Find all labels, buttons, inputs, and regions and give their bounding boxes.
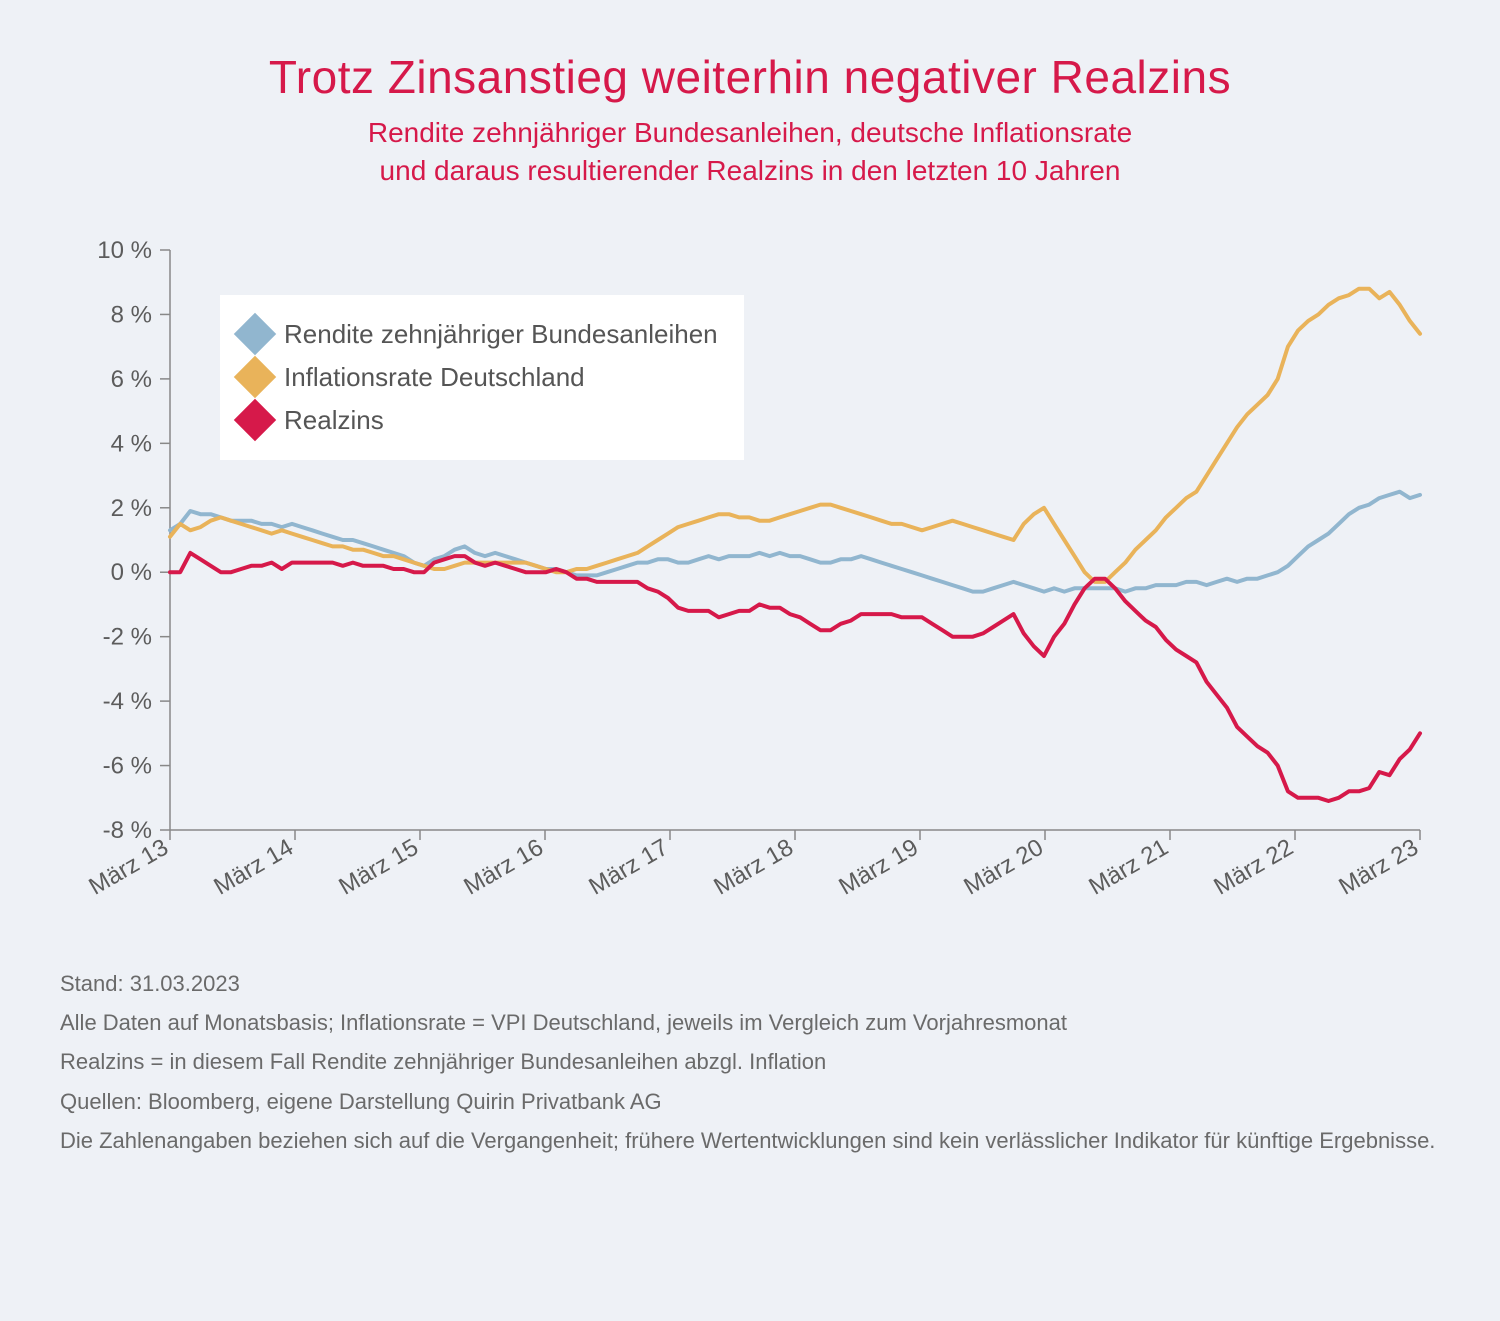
- legend-marker-icon: [234, 356, 276, 398]
- chart-legend: Rendite zehnjähriger Bundesanleihen Infla…: [220, 295, 744, 460]
- x-tick-label: März 14: [209, 833, 298, 900]
- subtitle-line-2: und daraus resultierender Realzins in de…: [380, 155, 1121, 186]
- x-tick-label: März 21: [1084, 833, 1173, 900]
- footnote-line: Die Zahlenangaben beziehen sich auf die …: [60, 1122, 1440, 1159]
- page-title: Trotz Zinsanstieg weiterhin negativer Re…: [60, 50, 1440, 104]
- series-line: [170, 491, 1420, 591]
- y-tick-label: -4 %: [103, 688, 152, 715]
- footnote-line: Quellen: Bloomberg, eigene Darstellung Q…: [60, 1083, 1440, 1120]
- x-tick-label: März 17: [584, 833, 673, 900]
- x-tick-label: März 19: [834, 833, 923, 900]
- x-tick-label: März 15: [334, 833, 423, 900]
- legend-label: Realzins: [284, 405, 384, 436]
- y-tick-label: -6 %: [103, 752, 152, 779]
- legend-item: Realzins: [240, 399, 718, 442]
- footnote-line: Alle Daten auf Monatsbasis; Inflationsra…: [60, 1004, 1440, 1041]
- legend-item: Rendite zehnjähriger Bundesanleihen: [240, 313, 718, 356]
- x-tick-label: März 18: [709, 833, 798, 900]
- y-tick-label: 10 %: [97, 237, 152, 264]
- y-tick-label: 0 %: [111, 559, 152, 586]
- chart-container: -8 % -6 % -4 % -2 % 0 % 2 % 4 % 6 % 8 % 10 % März …: [60, 230, 1440, 930]
- legend-label: Inflationsrate Deutschland: [284, 362, 585, 393]
- series-line: [170, 552, 1420, 800]
- y-tick-label: -2 %: [103, 623, 152, 650]
- footnote-line: Stand: 31.03.2023: [60, 965, 1440, 1002]
- y-tick-label: 6 %: [111, 365, 152, 392]
- y-tick-label: -8 %: [103, 817, 152, 844]
- x-tick-label: März 22: [1209, 833, 1298, 900]
- y-tick-label: 8 %: [111, 301, 152, 328]
- y-tick-label: 4 %: [111, 430, 152, 457]
- legend-marker-icon: [234, 399, 276, 441]
- x-tick-label: März 16: [459, 833, 548, 900]
- x-tick-label: März 20: [959, 833, 1048, 900]
- footnote-line: Realzins = in diesem Fall Rendite zehnjä…: [60, 1043, 1440, 1080]
- x-tick-label: März 23: [1334, 833, 1423, 900]
- y-tick-label: 2 %: [111, 494, 152, 521]
- legend-item: Inflationsrate Deutschland: [240, 356, 718, 399]
- legend-label: Rendite zehnjähriger Bundesanleihen: [284, 319, 718, 350]
- chart-page: Trotz Zinsanstieg weiterhin negativer Re…: [0, 0, 1500, 1202]
- page-subtitle: Rendite zehnjähriger Bundesanleihen, deu…: [60, 114, 1440, 190]
- legend-marker-icon: [234, 313, 276, 355]
- subtitle-line-1: Rendite zehnjähriger Bundesanleihen, deu…: [368, 117, 1132, 148]
- chart-footnotes: Stand: 31.03.2023Alle Daten auf Monatsba…: [60, 965, 1440, 1160]
